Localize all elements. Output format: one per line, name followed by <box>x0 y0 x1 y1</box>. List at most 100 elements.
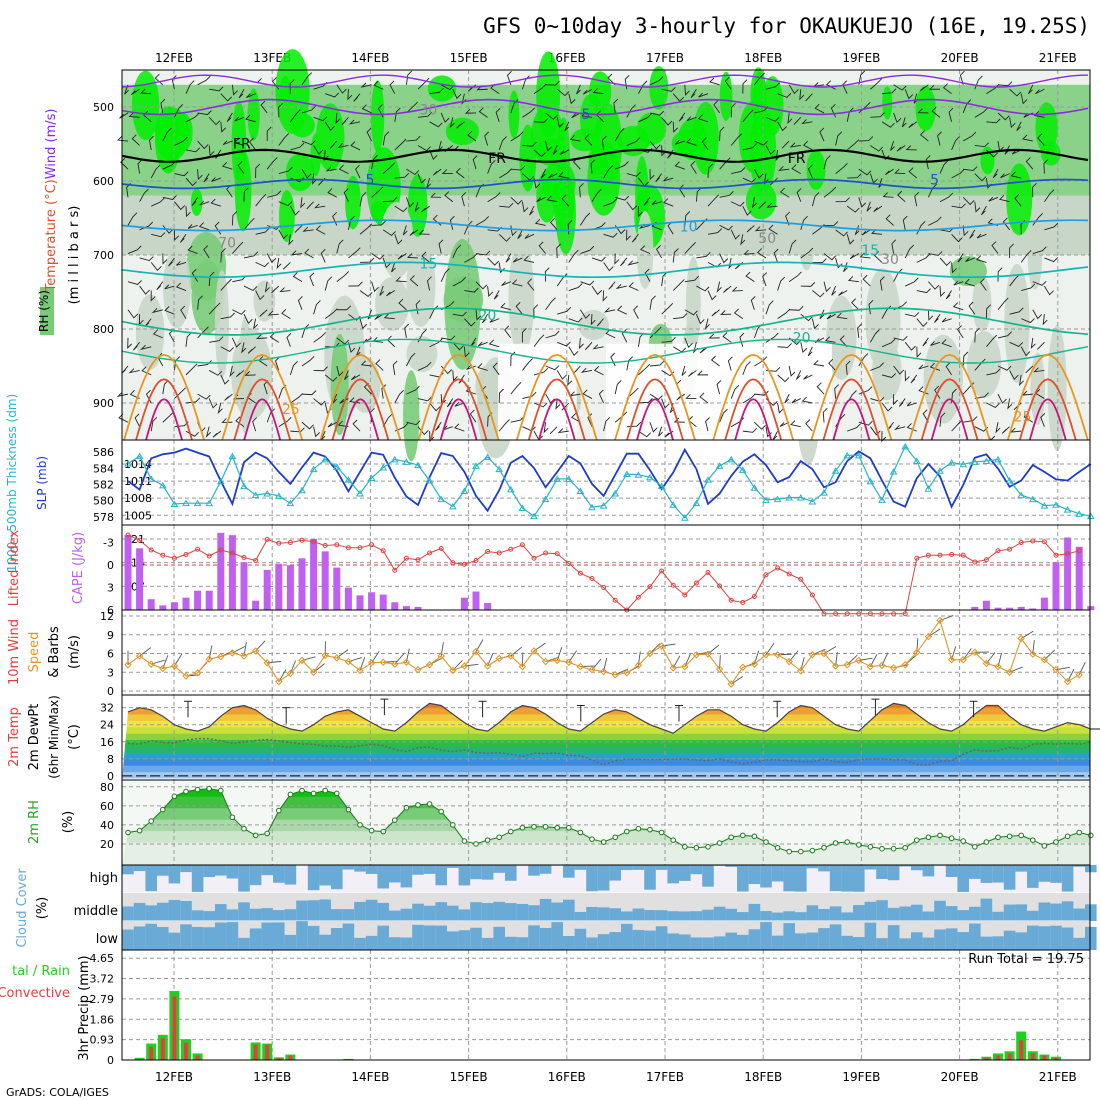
wind-barb <box>1020 93 1028 105</box>
thickness-point <box>1028 495 1037 503</box>
wind-barb <box>290 109 301 123</box>
thickness-point <box>541 495 550 503</box>
cloud-cell <box>365 935 378 950</box>
precip-convective-bar <box>265 1044 270 1060</box>
wind-barb <box>382 131 390 146</box>
wind-barb <box>655 173 662 183</box>
wind-barb <box>406 101 418 114</box>
wind-barb <box>601 135 607 150</box>
wind-barb <box>897 190 906 203</box>
wind-barb <box>918 364 929 370</box>
cloud-cell <box>760 865 772 888</box>
wind-barb <box>874 251 883 263</box>
cape-bar <box>217 532 225 610</box>
wind-barb <box>672 248 679 263</box>
wind-barb <box>324 276 333 291</box>
wind-barb <box>893 394 898 406</box>
cloud-cell <box>249 865 262 886</box>
wind-barb <box>552 145 558 155</box>
wind-barb <box>151 197 165 207</box>
cloud-cell <box>841 912 853 921</box>
rh-2m-point <box>461 838 468 844</box>
lifted-index-point <box>751 594 757 599</box>
wind-barb <box>951 262 957 274</box>
cloud-cell <box>389 937 401 950</box>
wind-barb <box>197 295 203 310</box>
thickness-point <box>437 495 446 503</box>
wind-barb <box>957 253 964 263</box>
cape-bar <box>379 594 387 610</box>
wind-barb <box>591 256 606 262</box>
wind-barb <box>510 196 523 205</box>
wind-speed-point <box>994 662 1002 671</box>
wind-speed-point <box>159 664 167 673</box>
cloud-cell <box>818 908 830 921</box>
cape-bar <box>240 562 248 610</box>
wind-barb <box>777 93 792 98</box>
lifted-index-point <box>949 552 955 557</box>
cloud-cell <box>470 902 482 921</box>
temp-band <box>122 695 1090 702</box>
wind-barb <box>454 423 465 432</box>
cloud-cell <box>980 936 993 950</box>
contour-label: 25 <box>1014 410 1032 426</box>
lifted-index-point <box>705 570 711 575</box>
wind-barb <box>777 374 790 383</box>
wind-barb <box>893 112 902 124</box>
cloud-cell <box>1085 865 1097 873</box>
wind-barb <box>282 262 291 270</box>
wind-barb <box>162 195 177 200</box>
contour-label: 70 <box>218 236 236 252</box>
wind-barb <box>394 389 404 404</box>
wind-barb <box>615 161 629 170</box>
cloud-cell <box>226 922 239 950</box>
rh-cell-bright <box>345 175 361 230</box>
cape-bar <box>1006 607 1014 610</box>
contour-label: FR <box>788 151 806 167</box>
wind-barb <box>638 363 651 376</box>
wind-barb <box>882 192 894 198</box>
wind-barb <box>557 428 569 434</box>
wind-barb <box>187 224 198 229</box>
wind-barb <box>557 341 571 347</box>
cloud-cell <box>957 932 969 950</box>
wind-barb <box>661 117 673 126</box>
cloud-cell <box>853 905 865 921</box>
cloud-cell <box>122 865 134 875</box>
cloud-cell <box>876 900 888 921</box>
cloud-cell <box>319 934 331 950</box>
wind-barb <box>162 225 174 234</box>
wind-barb <box>173 229 180 241</box>
cloud-cell <box>818 928 830 950</box>
wind-barb <box>628 282 639 291</box>
wind-barb <box>870 329 880 343</box>
wind-barb <box>701 137 709 151</box>
wind-barb <box>336 365 344 377</box>
wind-barb <box>382 162 395 174</box>
wind-barb <box>1004 145 1010 155</box>
cloud-cell <box>238 865 250 892</box>
wind-speed-point <box>739 663 747 671</box>
wind-barb <box>429 431 435 443</box>
wind-barb <box>962 131 977 142</box>
wind-barb <box>160 98 166 114</box>
rh-cell <box>1027 223 1043 290</box>
wind-barb <box>974 142 990 148</box>
wind-barb <box>382 229 396 237</box>
wind-frame <box>121 609 1091 696</box>
rh-2m-point <box>252 832 259 839</box>
wind-barb <box>464 318 476 327</box>
lifted-index-point <box>427 550 433 556</box>
wind-barb <box>779 421 790 427</box>
cloud-cell <box>771 912 784 921</box>
wind-barb <box>278 166 293 175</box>
cloud-cell <box>122 929 134 950</box>
cloud-cell <box>1073 908 1085 921</box>
lifted-index-point <box>717 583 723 589</box>
wind-barb <box>765 300 774 315</box>
cloud-cell <box>876 938 888 950</box>
wind-barb <box>707 290 717 301</box>
thickness-tick: 582 <box>93 479 114 492</box>
wind-barb <box>896 145 906 152</box>
